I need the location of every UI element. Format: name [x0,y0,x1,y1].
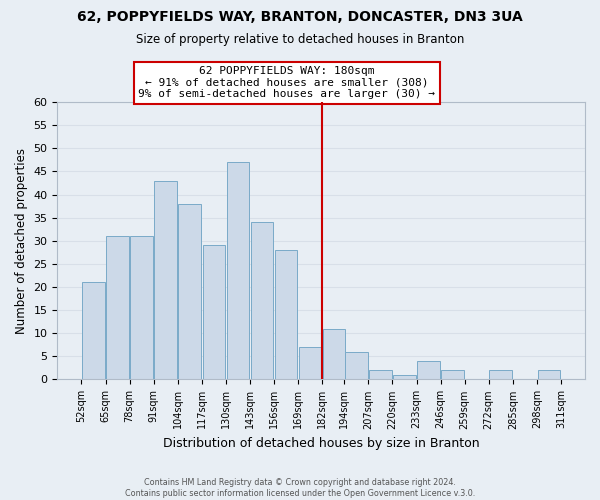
Bar [393,375,416,380]
Text: 62 POPPYFIELDS WAY: 180sqm
← 91% of detached houses are smaller (308)
9% of semi: 62 POPPYFIELDS WAY: 180sqm ← 91% of deta… [139,66,436,100]
Bar [417,361,440,380]
Text: Contains HM Land Registry data © Crown copyright and database right 2024.
Contai: Contains HM Land Registry data © Crown c… [125,478,475,498]
Bar [130,236,153,380]
Bar [490,370,512,380]
Bar [323,328,346,380]
Bar [178,204,201,380]
X-axis label: Distribution of detached houses by size in Branton: Distribution of detached houses by size … [163,437,479,450]
Bar [538,370,560,380]
Bar [345,352,368,380]
Bar [227,162,249,380]
Bar [369,370,392,380]
Bar [275,250,298,380]
Text: 62, POPPYFIELDS WAY, BRANTON, DONCASTER, DN3 3UA: 62, POPPYFIELDS WAY, BRANTON, DONCASTER,… [77,10,523,24]
Bar [106,236,129,380]
Bar [82,282,105,380]
Bar [154,180,177,380]
Bar [299,347,322,380]
Bar [442,370,464,380]
Y-axis label: Number of detached properties: Number of detached properties [15,148,28,334]
Bar [251,222,273,380]
Bar [203,246,225,380]
Text: Size of property relative to detached houses in Branton: Size of property relative to detached ho… [136,32,464,46]
